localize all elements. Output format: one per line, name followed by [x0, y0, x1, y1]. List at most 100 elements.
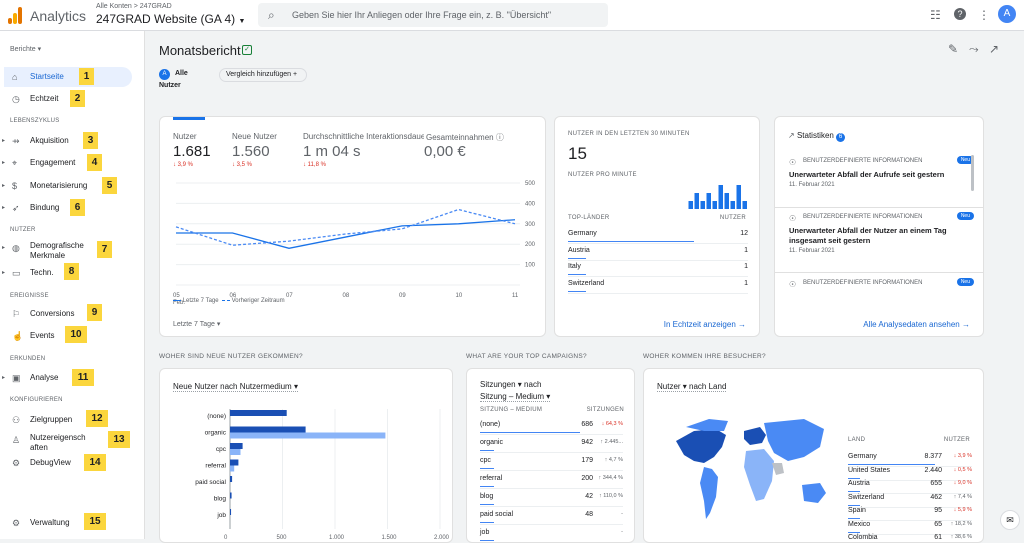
map-middle-east — [772, 463, 784, 475]
avatar[interactable]: A — [998, 5, 1016, 23]
sidebar-item-label: Akquisition — [30, 136, 69, 145]
more-vert-icon[interactable]: ⋮ — [978, 8, 990, 22]
engagement-icon: ⌖ — [12, 158, 18, 168]
analytics-logo[interactable] — [8, 6, 22, 24]
annotation-badge: 6 — [70, 199, 85, 216]
insight-item[interactable]: ☉ BENUTZERDEFINIERTE INFORMATIONEN Neu Un… — [789, 212, 974, 254]
map-south-america — [700, 467, 718, 519]
visitors-dropdown[interactable]: Nutzer ▾ nach Land — [657, 382, 727, 392]
edit-icon[interactable]: ✎ — [948, 42, 959, 56]
row-value: 8.377 — [924, 453, 942, 460]
row-label: Austria — [568, 246, 590, 254]
divider — [775, 207, 983, 208]
table-row: Switzerland 1 — [568, 280, 748, 294]
metric-users-label[interactable]: Nutzer — [173, 132, 197, 141]
per-minute-label: NUTZER PRO MINUTE — [568, 172, 637, 178]
insight-item[interactable]: ☉ BENUTZERDEFINIERTE INFORMATIONEN Neu Un… — [789, 156, 974, 188]
table-row: Colombia 61 ↑ 38,6 % — [848, 534, 972, 541]
per-minute-bar — [736, 185, 741, 209]
all-insights-link[interactable]: Alle Analysedaten ansehen → — [863, 320, 970, 329]
metric-engagement-label[interactable]: Durchschnittliche Interaktionsdauer — [303, 132, 428, 141]
sidebar-item-engagement[interactable]: ▸ ⌖ Engagement — [2, 153, 132, 173]
property-selector[interactable]: 247GRAD Website (GA 4) ▼ — [96, 12, 245, 26]
reports-dropdown[interactable]: Berichte ▾ — [10, 45, 41, 53]
metric-revenue-label[interactable]: Gesamteinnahmen ⓘ — [424, 132, 504, 143]
help-icon[interactable]: ? — [954, 8, 966, 20]
add-comparison-button[interactable]: Vergleich hinzufügen + — [219, 68, 307, 82]
insight-item[interactable]: ☉ BENUTZERDEFINIERTE INFORMATIONEN Neu — [789, 278, 974, 289]
world-map[interactable] — [664, 401, 834, 539]
section-users: NUTZER — [10, 227, 36, 233]
sidebar-item-zielgruppen[interactable]: ⚇ Zielgruppen — [4, 410, 132, 430]
row-value: 2.440 — [924, 466, 942, 474]
date-range-dropdown[interactable]: Letzte 7 Tage ▾ — [173, 320, 220, 328]
breadcrumb[interactable]: Alle Konten > 247GRAD — [96, 3, 172, 10]
row-bar — [848, 477, 861, 479]
insight-category: BENUTZERDEFINIERTE INFORMATIONEN — [803, 214, 923, 220]
category-label: paid social — [195, 479, 226, 486]
insights-icon[interactable]: ↗ — [989, 42, 1000, 56]
bar-series-1 — [230, 492, 232, 499]
sidebar-item-echtzeit[interactable]: ◷ Echtzeit — [4, 89, 132, 109]
dimension-dropdown[interactable]: Sitzung – Medium ▾ — [480, 392, 551, 402]
caret-down-icon: ▾ — [293, 382, 298, 391]
sidebar-item-startseite[interactable]: ⌂ Startseite — [4, 67, 132, 87]
feedback-icon[interactable]: ✉ — [1000, 510, 1020, 530]
row-value: 61 — [934, 534, 942, 541]
campaign-col-sessions: SITZUNGEN — [586, 407, 624, 413]
annotation-badge: 14 — [84, 454, 106, 471]
row-divider — [848, 466, 972, 467]
row-label: Colombia — [848, 534, 878, 541]
chip-all-users[interactable]: A Alle Nutzer — [159, 68, 211, 89]
sidebar-item-demografie[interactable]: ▸ ◍ Demografische Merkmale — [2, 238, 132, 264]
metric-new-users-label[interactable]: Neue Nutzer — [232, 132, 277, 141]
category-label: cpc — [216, 446, 227, 453]
apps-grid-icon[interactable]: ☷ — [930, 8, 941, 22]
scrollbar[interactable] — [971, 155, 974, 191]
new-badge: Neu — [956, 156, 974, 164]
sidebar-item-bindung[interactable]: ▸ ➶ Bindung — [2, 198, 132, 218]
sidebar-item-events[interactable]: ☝ Events — [4, 326, 132, 346]
row-label: organic — [480, 439, 503, 446]
realtime-link[interactable]: In Echtzeit anzeigen → — [664, 320, 746, 329]
row-divider — [568, 243, 748, 244]
sidebar-item-monetarisierung[interactable]: ▸ $ Monetarisierung — [2, 176, 132, 196]
plus-icon: + — [292, 71, 298, 78]
table-row: Austria 655 ↓ 9,0 % — [848, 480, 972, 494]
col-country: TOP-LÄNDER — [568, 215, 610, 221]
category-label: job — [216, 512, 226, 519]
metric-dropdown[interactable]: Sitzungen ▾ nach — [480, 380, 542, 389]
insight-title: Unerwarteter Abfall der Aufrufe seit ges… — [789, 170, 945, 179]
row-bar — [568, 290, 586, 292]
row-delta: ↑ 110,0 % — [598, 493, 623, 499]
row-delta: ↓ 9,0 % — [953, 480, 972, 486]
row-divider — [480, 434, 623, 435]
x-tick-label: 09 — [399, 293, 406, 299]
globe-icon: ◍ — [12, 243, 20, 253]
search-placeholder: Geben Sie hier Ihr Anliegen oder Ihre Fr… — [292, 10, 552, 20]
expand-icon: ▸ — [2, 375, 6, 381]
table-row: United States 2.440 ↓ 0,5 % — [848, 466, 972, 481]
sidebar-item-debugview[interactable]: ⚙ DebugView — [4, 453, 132, 473]
sidebar-item-conversions[interactable]: ⚐ Conversions — [4, 304, 132, 324]
search-bar[interactable]: ⌕ Geben Sie hier Ihr Anliegen oder Ihre … — [258, 3, 608, 27]
table-row: blog 42 ↑ 110,0 % — [480, 493, 623, 507]
row-value: 655 — [930, 480, 942, 487]
caret-down-icon: ▾ — [216, 321, 221, 328]
share-icon[interactable]: ⤳ — [969, 42, 979, 56]
table-row: Germany 8.377 ↓ 3,9 % — [848, 453, 972, 467]
sidebar-item-techn[interactable]: ▸ ▭ Techn. — [2, 263, 132, 283]
sidebar-item-nutzereigenschaften[interactable]: ♙ Nutzereigenschaften — [4, 430, 132, 456]
sidebar-item-analyse[interactable]: ▸ ▣ Analyse — [2, 368, 132, 388]
realtime-link-text: In Echtzeit anzeigen — [663, 320, 736, 329]
row-label: Spain — [848, 507, 866, 514]
row-bar — [848, 491, 861, 492]
sidebar-item-akquisition[interactable]: ▸ ⇸ Akquisition — [2, 131, 132, 151]
category-label: organic — [205, 430, 227, 437]
series-line-current — [176, 219, 516, 249]
sidebar-item-label: Zielgruppen — [30, 415, 73, 424]
new-users-dropdown[interactable]: Neue Nutzer nach Nutzermedium ▾ — [173, 382, 298, 392]
y-tick-label: 300 — [525, 222, 536, 228]
caret-down-icon: ▾ — [37, 46, 42, 53]
sidebar-item-verwaltung[interactable]: ⚙ Verwaltung — [4, 513, 132, 533]
